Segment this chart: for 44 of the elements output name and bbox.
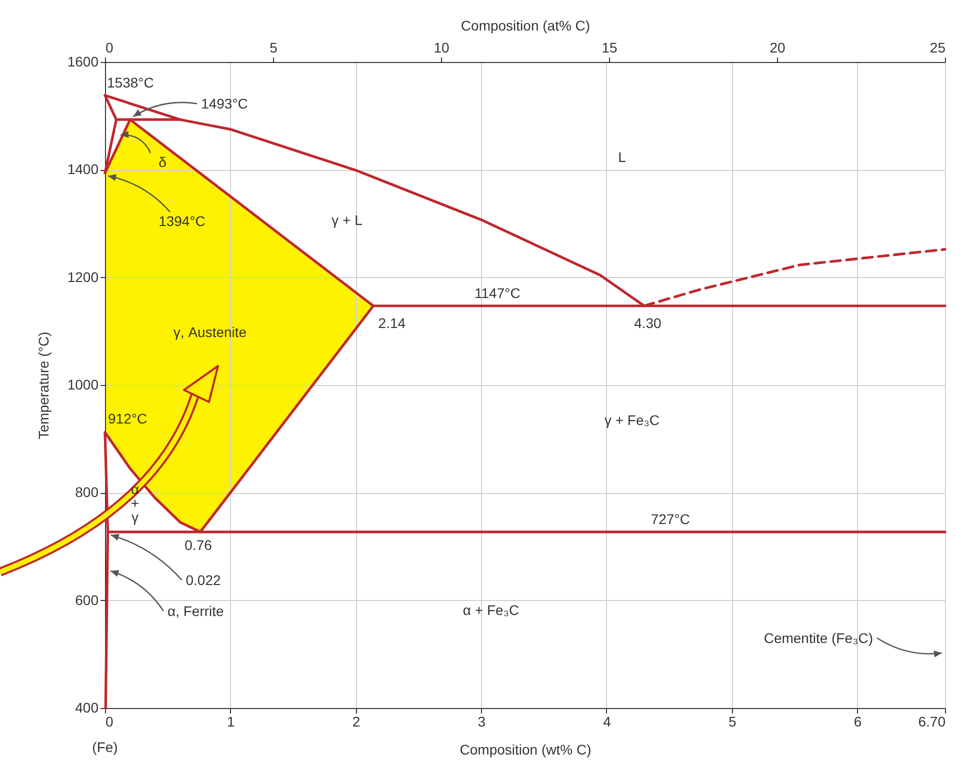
- y-tick-label: 800: [75, 484, 99, 500]
- x-tick-label: 0: [106, 714, 114, 730]
- y-tick-label: 1600: [67, 54, 99, 70]
- annotation: δ: [158, 154, 167, 170]
- annotation: L: [618, 149, 626, 165]
- x2-tick-label: 0: [106, 40, 114, 56]
- x-tick-label: 4: [603, 714, 612, 730]
- x-tick-label: 6: [854, 714, 862, 730]
- y-tick-label: 1400: [67, 161, 99, 178]
- x2-tick-label: 10: [434, 40, 450, 56]
- annotation: +: [130, 495, 140, 511]
- x-tick-label: 5: [728, 714, 736, 730]
- x2-tick-label: 15: [602, 40, 618, 56]
- x2-tick-label: 20: [770, 40, 786, 56]
- x-tick-label: 6.70: [918, 714, 946, 730]
- x-tick-label: 1: [226, 714, 235, 730]
- x-tick-label: 3: [478, 714, 486, 730]
- annotation: α, Ferrite: [168, 603, 224, 620]
- annotation: 1493°C: [201, 96, 248, 112]
- y-tick-label: 1000: [67, 376, 99, 392]
- annotation: 4.30: [634, 314, 662, 331]
- annotation: α + Fe₃C: [462, 602, 520, 618]
- annotation: 1538°C: [107, 74, 154, 90]
- y-tick-label: 400: [75, 700, 99, 716]
- x2-axis-title: Composition (at% C): [460, 18, 590, 34]
- annotation: γ + L: [332, 212, 363, 228]
- annotation: 912°C: [108, 410, 148, 426]
- x2-tick-label: 25: [930, 40, 946, 56]
- x2-tick-label: 5: [270, 40, 278, 56]
- annotation: 1394°C: [158, 212, 206, 229]
- annotation: 0.76: [184, 536, 212, 553]
- y-tick-label: 600: [75, 592, 99, 608]
- x-tick-label: 2: [352, 714, 360, 730]
- x-axis-title: Composition (wt% C): [460, 742, 592, 758]
- annotation: γ: [132, 509, 138, 525]
- text: (Fe): [92, 739, 118, 755]
- y-tick-label: 1200: [67, 268, 99, 285]
- annotation: γ + Fe₃C: [604, 412, 660, 428]
- annotation: 2.14: [378, 314, 406, 331]
- y-axis-title: Temperature (°C): [35, 332, 52, 440]
- annotation: Cementite (Fe₃C): [764, 630, 873, 646]
- annotation: 0.022: [186, 572, 222, 588]
- annotation: 1147°C: [474, 284, 520, 301]
- annotation: 727°C: [650, 510, 690, 527]
